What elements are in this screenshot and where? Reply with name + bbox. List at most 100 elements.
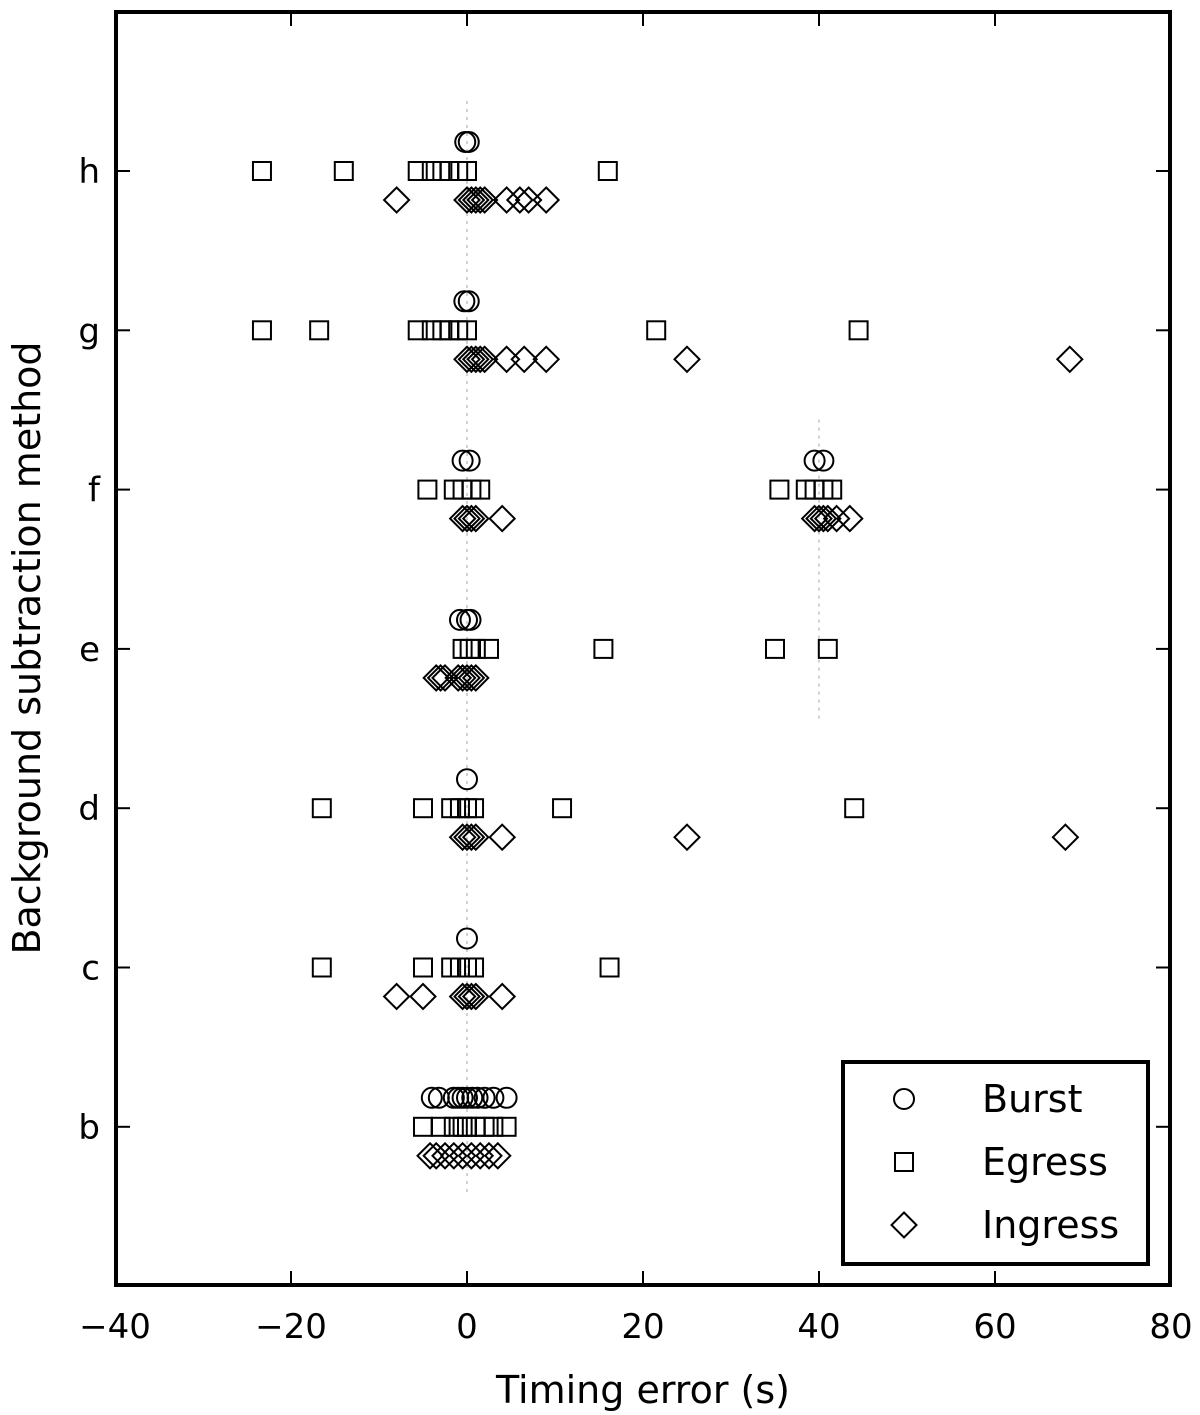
data-point [457,982,486,1011]
legend: Burst Egress Ingress [841,1060,1150,1266]
data-point [488,982,517,1011]
data-point [251,161,272,181]
y-tick-label: f [88,471,101,511]
legend-marker-burst [893,1088,915,1110]
data-point [422,663,451,692]
data-point [470,345,499,374]
data-point [822,504,851,533]
data-point [492,186,521,214]
data-point [466,186,495,214]
x-tick-label: −40 [79,1307,151,1347]
data-point [495,1086,518,1109]
legend-frame [841,1060,1150,1266]
data-point [769,479,790,500]
data-point [420,1086,443,1109]
data-point [448,504,477,533]
y-tick-label: b [78,1108,100,1148]
data-point [456,1086,478,1109]
legend-label: Ingress [982,1203,1119,1247]
data-point [817,638,838,659]
legend-label: Burst [982,1077,1082,1121]
data-point [803,449,826,472]
data-point [457,131,480,153]
data-point [311,798,332,819]
data-point [765,638,785,659]
legend-marker-ingress [890,1211,918,1239]
data-point [457,823,486,852]
data-point [593,638,614,659]
data-point [470,186,499,214]
data-point [464,798,485,819]
data-point [382,982,411,1011]
data-point [448,823,477,852]
legend-marker-egress [894,1152,914,1172]
data-point [461,345,490,374]
data-point [457,345,486,374]
data-point [453,982,481,1011]
y-tick-label: d [78,789,100,829]
y-tick-label: g [78,311,100,351]
data-point [483,1116,504,1137]
data-point [461,504,490,533]
y-tick-label: c [81,949,100,989]
data-point [456,927,478,950]
data-point [473,1086,496,1109]
x-tick-label: 60 [973,1307,1016,1347]
data-point [848,320,869,341]
data-point [599,957,620,978]
data-point [646,320,667,341]
tick-labels: −40 −20 0 20 40 60 80 b c d e f g h [78,152,1192,1347]
data-point [466,1086,489,1109]
data-point [510,345,539,374]
data-point [505,186,534,214]
data-point [461,982,490,1011]
data-point [457,504,486,533]
data-point [488,504,517,533]
data-point [835,504,864,533]
x-tick-label: 0 [456,1307,478,1347]
data-point [416,1141,444,1170]
data-point [482,1086,505,1109]
data-point [470,479,491,500]
data-point [466,345,495,374]
data-point [673,345,701,374]
x-tick-label: 80 [1149,1307,1192,1347]
data-point [382,186,411,214]
data-point [430,1116,451,1137]
data-point [488,823,517,852]
data-point [448,663,477,692]
data-point [475,1141,503,1170]
data-point [673,823,701,852]
data-point [457,161,477,181]
data-point [532,345,561,374]
series-ingress [382,186,1084,1170]
data-point [453,504,481,533]
data-point [457,663,486,692]
data-point [532,186,561,214]
data-point [333,161,354,181]
data-point [1055,345,1084,374]
data-point [448,608,471,631]
data-point [812,449,835,472]
data-point [483,1141,512,1170]
data-markers [251,131,1084,1170]
data-point [597,161,618,181]
x-axis-title: Timing error (s) [495,1368,790,1412]
data-point [451,449,474,472]
data-point [822,479,843,500]
data-point [464,957,485,978]
data-point [251,320,272,341]
data-point [461,663,490,692]
data-point [457,290,480,313]
series-egress [251,161,869,1137]
data-point [407,161,428,181]
data-point [479,638,499,659]
data-point [458,449,481,472]
data-point [459,608,482,631]
x-tick-label: 40 [797,1307,840,1347]
data-point [457,186,486,214]
x-tick-label: −20 [255,1307,327,1347]
data-point [813,504,842,533]
data-point [448,982,477,1011]
